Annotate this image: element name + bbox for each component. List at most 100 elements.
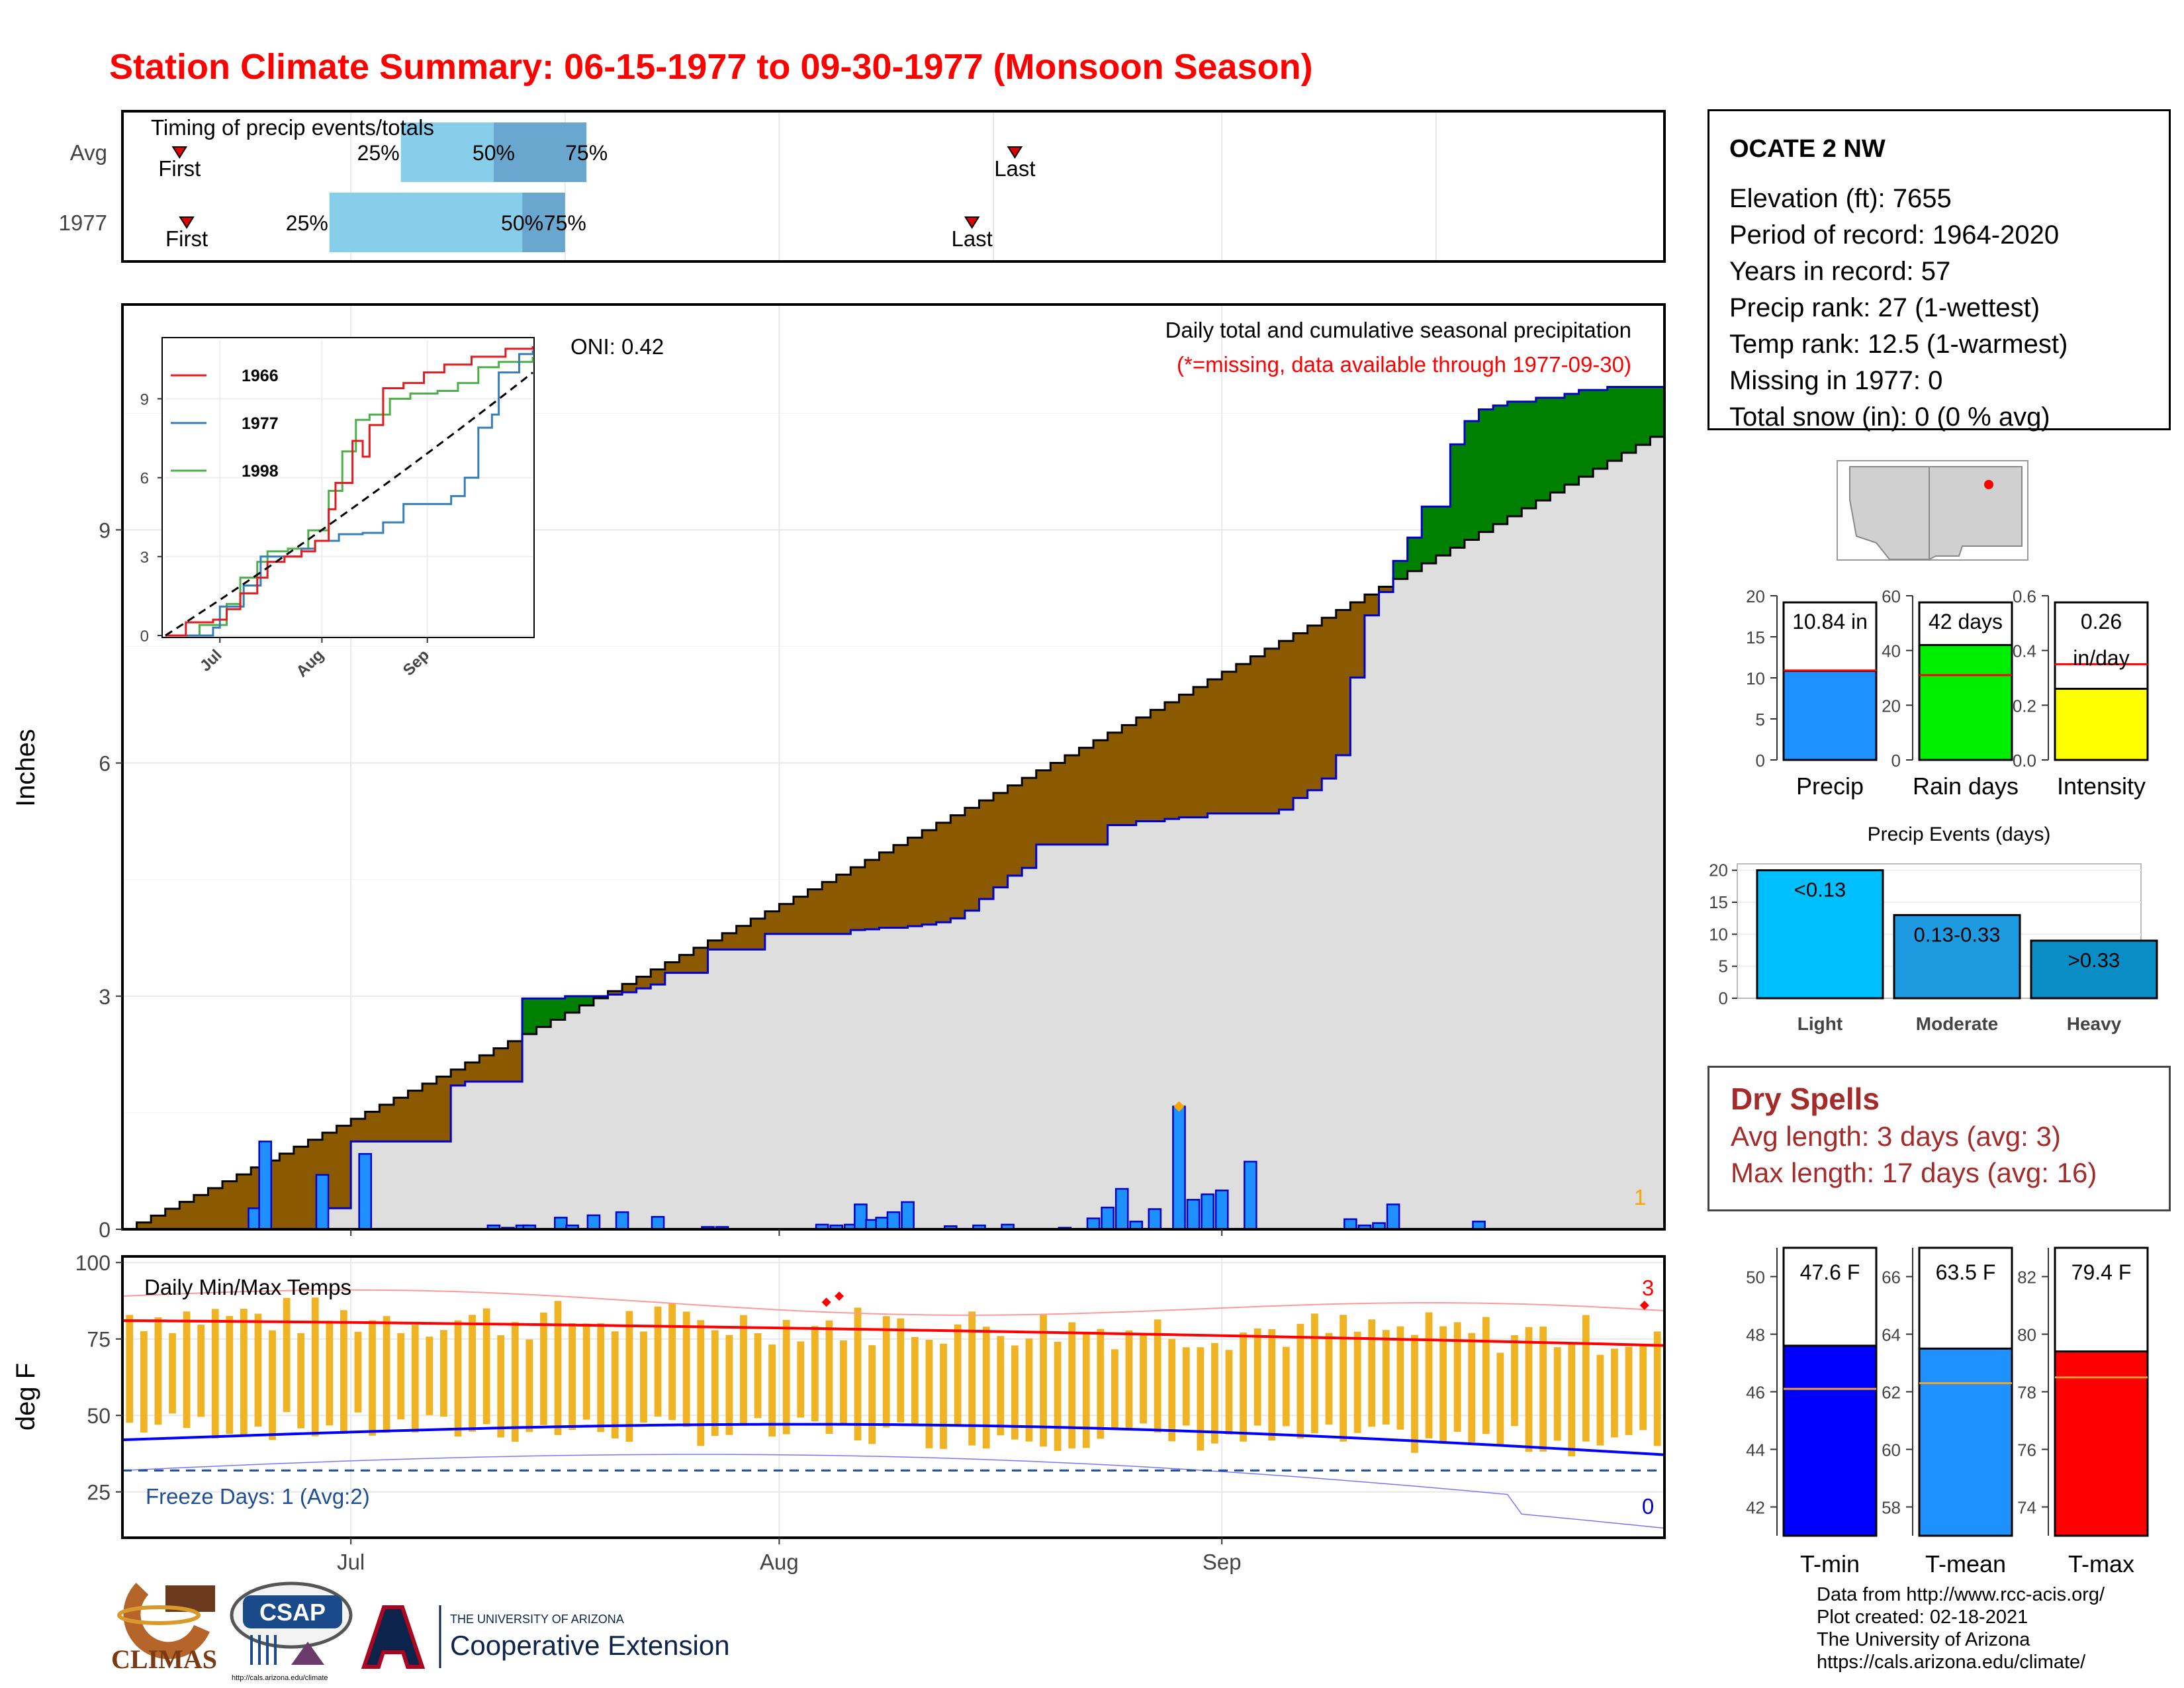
events-bar-label: >0.33 xyxy=(2068,949,2120,972)
avg-area xyxy=(1578,477,1594,1229)
below-avg-area xyxy=(493,1048,509,1082)
mini-bar-label: Rain days xyxy=(1913,773,2019,800)
above-avg-area xyxy=(1522,401,1537,508)
temp-range-bar xyxy=(1225,1350,1233,1435)
above-avg-area xyxy=(593,996,609,999)
below-avg-area xyxy=(1079,747,1094,845)
events-tick-label: 10 xyxy=(1709,924,1728,944)
avg-area xyxy=(1393,579,1408,1229)
avg-area xyxy=(707,949,723,1229)
avg-area xyxy=(1422,563,1437,1229)
cumulative-1977-line xyxy=(122,385,1664,1231)
temp-range-bar xyxy=(925,1339,933,1448)
temp-range-bar xyxy=(1082,1332,1090,1448)
station-snow: Total snow (in): 0 (0 % avg) xyxy=(1729,402,2050,432)
avg-area xyxy=(1507,516,1522,1229)
credit-line: https://cals.arizona.edu/climate/ xyxy=(1817,1652,2086,1673)
dry-spells-avg: Avg length: 3 days (avg: 3) xyxy=(1731,1121,2061,1152)
first-label: First xyxy=(158,156,201,181)
temp-range-bar xyxy=(1596,1354,1604,1446)
above-avg-area xyxy=(1507,401,1522,516)
temp-range-bar xyxy=(511,1322,519,1442)
avg-area xyxy=(1435,555,1451,1229)
inset-y-tick-label: 9 xyxy=(140,391,149,408)
station-period: Period of record: 1964-2020 xyxy=(1729,220,2060,250)
above-avg-area xyxy=(551,998,566,1020)
avg-area xyxy=(1307,790,1322,1229)
events-category-label: Moderate xyxy=(1916,1013,1998,1034)
temp-range-bar xyxy=(240,1309,248,1436)
mini-tick-label: 0.6 xyxy=(2013,586,2036,606)
below-avg-area xyxy=(1307,625,1322,790)
tbar-value-bar xyxy=(1918,1347,2013,1537)
first-marker xyxy=(171,146,188,159)
temp-range-bar xyxy=(782,1319,790,1434)
temp-range-bar xyxy=(825,1320,833,1434)
mini-tick-label: 40 xyxy=(1882,641,1901,661)
avg-area xyxy=(722,949,737,1229)
max-daily-marker xyxy=(1173,1101,1185,1112)
temp-range-bar xyxy=(340,1310,347,1434)
precip-annotation-title: Daily total and cumulative seasonal prec… xyxy=(1165,318,1631,342)
temp-label: Daily Min/Max Temps xyxy=(144,1275,351,1299)
legend-label: 1998 xyxy=(242,462,279,481)
avg-area xyxy=(422,1141,437,1229)
avg-area xyxy=(1550,492,1565,1229)
avg-area xyxy=(1222,813,1237,1229)
avg-area xyxy=(793,933,809,1229)
below-avg-area xyxy=(850,867,866,931)
temp-range-bar xyxy=(811,1325,819,1422)
temp-range-bar xyxy=(1197,1347,1205,1451)
temp-range-bar xyxy=(1553,1347,1561,1441)
below-avg-area xyxy=(1107,732,1122,825)
daily-precip-bar xyxy=(1343,1218,1357,1231)
temp-y-tick-label: 75 xyxy=(87,1328,111,1352)
timing-bar-50-75 xyxy=(493,122,587,182)
temp-range-bar xyxy=(1268,1329,1276,1441)
timing-bar-25-50 xyxy=(329,193,523,252)
temp-range-bar xyxy=(354,1331,362,1413)
below-avg-area xyxy=(979,800,994,900)
below-avg-area xyxy=(1222,671,1237,814)
temp-range-bar xyxy=(1396,1326,1404,1430)
avg-area xyxy=(1621,453,1637,1229)
temp-y-tick-label: 100 xyxy=(75,1251,111,1275)
y-tick-label: 3 xyxy=(99,985,111,1009)
record-high-marker xyxy=(1639,1300,1649,1310)
below-avg-area xyxy=(136,1222,152,1229)
below-avg-area xyxy=(936,822,951,923)
temp-range-bar xyxy=(454,1320,462,1437)
below-avg-area xyxy=(1322,618,1337,779)
events-bar-label: <0.13 xyxy=(1794,878,1846,902)
avg-area xyxy=(1264,813,1280,1229)
tbar-tick-label: 48 xyxy=(1746,1325,1765,1345)
daily-precip-bar xyxy=(1101,1206,1115,1231)
events-tick-label: 0 xyxy=(1719,988,1728,1008)
y-tick-label: 0 xyxy=(99,1218,111,1242)
below-avg-area xyxy=(836,874,851,934)
below-avg-area xyxy=(707,940,723,950)
below-avg-area xyxy=(751,918,766,950)
temp-range-bar xyxy=(1468,1333,1476,1442)
timing-pct-25: 25% xyxy=(357,141,400,165)
below-avg-area xyxy=(1036,770,1051,845)
avg-area xyxy=(993,887,1009,1229)
temp-range-bar xyxy=(954,1324,962,1425)
record-high-line xyxy=(122,1289,1665,1316)
avg-area xyxy=(1407,571,1422,1229)
avg-area xyxy=(1522,508,1537,1229)
temp-range-bar xyxy=(1525,1327,1533,1452)
tbar-tick-label: 82 xyxy=(2017,1268,2036,1288)
above-avg-area xyxy=(1564,394,1580,485)
tbar-tick-label: 58 xyxy=(1882,1498,1901,1518)
avg-area xyxy=(679,972,694,1229)
mini-tick-label: 0 xyxy=(1756,751,1765,771)
y-tick-label: 9 xyxy=(99,518,111,542)
station-name: OCATE 2 NW xyxy=(1729,135,1886,163)
below-avg-area xyxy=(807,889,823,934)
below-avg-area xyxy=(1093,740,1109,845)
daily-precip-bar xyxy=(1186,1199,1201,1231)
temp-range-bar xyxy=(1168,1338,1176,1442)
temp-range-bar xyxy=(611,1331,619,1438)
